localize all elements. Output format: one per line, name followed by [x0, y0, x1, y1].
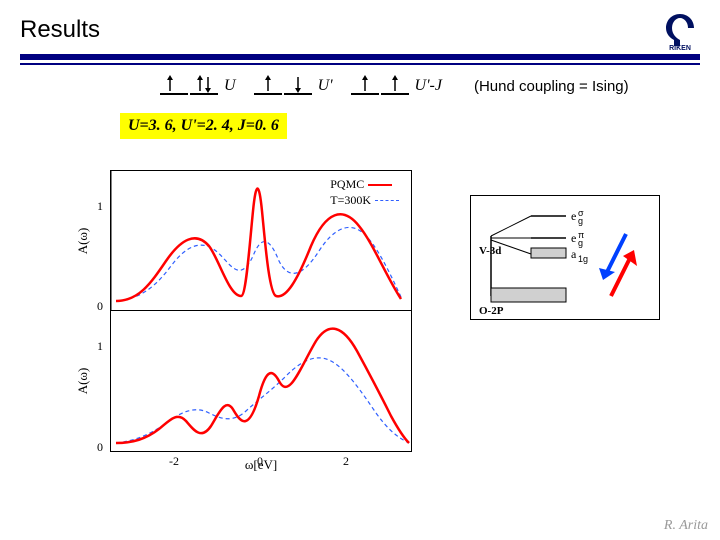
energy-level-diagram: eσg eπg a1g V-3d O-2P — [470, 195, 660, 320]
parameters-box: U=3. 6, U'=2. 4, J=0. 6 — [120, 113, 287, 139]
divider-thin — [20, 63, 700, 65]
svg-text:g: g — [578, 238, 583, 248]
ytick-0: 0 — [97, 299, 103, 314]
orbital-U: U — [160, 77, 236, 95]
chart-panel-1: A(ω) 0 1 PQMC T=300K — [111, 171, 411, 311]
divider-thick — [20, 54, 700, 60]
svg-text:1g: 1g — [578, 254, 588, 264]
spectral-charts: A(ω) 0 1 PQMC T=300K A(ω) 0 1 -2 0 2 ω[e… — [110, 170, 412, 452]
legend: PQMC T=300K — [330, 177, 399, 208]
riken-logo: RIKEN — [660, 10, 700, 50]
legend-pqmc: PQMC — [330, 177, 364, 191]
page-title: Results — [20, 16, 100, 44]
ytick-1: 1 — [97, 199, 103, 214]
svg-text:a: a — [571, 247, 577, 261]
legend-t300: T=300K — [330, 193, 371, 207]
Uprime-label: U' — [318, 77, 333, 95]
xtick-n2: -2 — [169, 454, 179, 469]
U-label: U — [224, 77, 236, 95]
ylabel-2: A(ω) — [75, 368, 91, 395]
orbital-UprimeJ: U'-J — [351, 77, 442, 95]
orbital-row: U U' U'-J (Hund coupling = Ising) — [160, 77, 720, 95]
footer-author: R. Arita — [664, 518, 708, 534]
orbital-Uprime: U' — [254, 77, 333, 95]
xtick-2: 2 — [343, 454, 349, 469]
ytick-1b: 1 — [97, 339, 103, 354]
ytick-0b: 0 — [97, 440, 103, 455]
xlabel: ω[eV] — [245, 457, 277, 473]
svg-text:e: e — [571, 209, 576, 223]
svg-text:g: g — [578, 216, 583, 226]
svg-text:V-3d: V-3d — [479, 245, 501, 257]
chart-svg-2 — [111, 311, 411, 451]
svg-text:O-2P: O-2P — [479, 305, 504, 317]
svg-text:RIKEN: RIKEN — [669, 45, 691, 50]
chart-panel-2: A(ω) 0 1 -2 0 2 ω[eV] — [111, 311, 411, 451]
UprimeJ-label: U'-J — [415, 77, 442, 95]
svg-text:e: e — [571, 231, 576, 245]
ylabel-1: A(ω) — [75, 227, 91, 254]
hund-text: (Hund coupling = Ising) — [474, 78, 629, 95]
